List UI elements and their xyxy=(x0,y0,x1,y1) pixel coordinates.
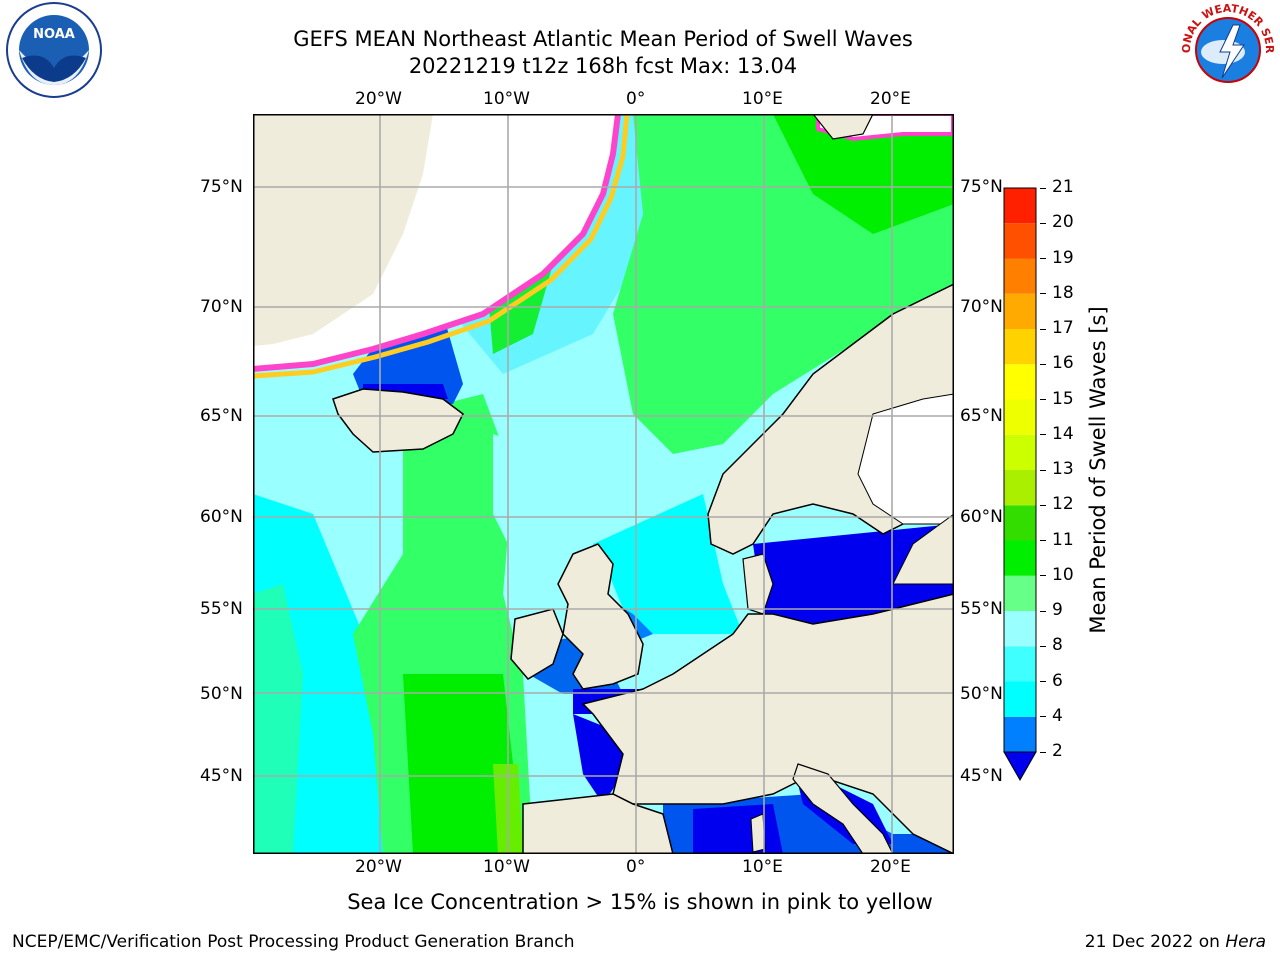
colorbar-tick-mark xyxy=(1040,716,1046,718)
colorbar-tick-mark xyxy=(1040,575,1046,577)
colorbar-tick-mark xyxy=(1040,399,1046,400)
colorbar-title: Mean Period of Swell Waves [s] xyxy=(1086,306,1110,634)
colorbar-segment xyxy=(1004,540,1036,576)
lon-tick-bottom: 20°E xyxy=(870,857,911,877)
colorbar-tick-label: 12 xyxy=(1052,494,1074,515)
colorbar-tick-label: 6 xyxy=(1052,670,1063,691)
lat-tick-left: 65°N xyxy=(200,406,243,426)
sea-ice-note: Sea Ice Concentration > 15% is shown in … xyxy=(347,890,933,914)
lon-tick-bottom: 10°W xyxy=(483,857,530,877)
colorbar-tick-mark xyxy=(1040,222,1046,224)
ocean-cyan-northsea xyxy=(593,494,743,634)
lat-tick-right: 50°N xyxy=(960,684,1003,704)
land-great-britain xyxy=(557,543,644,690)
colorbar-tick-mark xyxy=(1040,645,1046,647)
colorbar-segment xyxy=(1004,364,1036,400)
colorbar-tick-label: 21 xyxy=(1052,177,1074,197)
colorbar-tick-label: 15 xyxy=(1052,388,1074,409)
footer-date: 21 Dec 2022 on Hera xyxy=(1085,932,1266,952)
lat-tick-left: 55°N xyxy=(200,599,243,619)
lat-tick-left: 75°N xyxy=(200,177,243,197)
colorbar-segment xyxy=(1004,434,1036,470)
lat-tick-right: 60°N xyxy=(960,507,1003,527)
colorbar-tick-mark xyxy=(1040,293,1046,295)
colorbar-segment xyxy=(1004,329,1036,365)
colorbar-tick-mark xyxy=(1040,328,1046,330)
land-denmark xyxy=(742,553,774,615)
colorbar-tick-label: 18 xyxy=(1052,282,1074,303)
lat-tick-right: 45°N xyxy=(960,766,1003,786)
ocean-darkgreen-south xyxy=(403,674,523,854)
colorbar-tick-mark xyxy=(1040,187,1046,189)
colorbar-tick-label: 14 xyxy=(1052,423,1074,444)
colorbar-tick-label: 2 xyxy=(1052,741,1063,761)
colorbar-segment xyxy=(1004,470,1036,506)
colorbar-tick-label: 13 xyxy=(1052,459,1074,479)
colorbar-segment xyxy=(1004,223,1036,259)
footer-date-text: 21 Dec 2022 on xyxy=(1084,932,1226,952)
land-iceland xyxy=(332,388,464,453)
colorbar-segment xyxy=(1004,611,1036,647)
colorbar-tick-label: 11 xyxy=(1052,529,1074,550)
colorbar-segment xyxy=(1004,716,1036,752)
colorbar-tick-mark xyxy=(1040,469,1046,471)
colorbar-tick-mark xyxy=(1040,540,1046,541)
colorbar-segment xyxy=(1004,681,1036,717)
colorbar-tick-label: 19 xyxy=(1052,247,1074,268)
lon-tick-top: 20°W xyxy=(355,89,402,109)
lon-tick-top: 20°E xyxy=(870,89,911,109)
colorbar-tick-label: 20 xyxy=(1052,212,1074,233)
colorbar-tick-label: 17 xyxy=(1052,318,1074,338)
lat-tick-right: 65°N xyxy=(960,406,1003,426)
colorbar-tick-mark xyxy=(1040,681,1046,682)
ocean-blue-baltic xyxy=(753,524,954,624)
colorbar-segment xyxy=(1004,188,1036,224)
land-italy xyxy=(792,763,894,854)
colorbar-segment xyxy=(1004,505,1036,541)
lon-tick-top: 10°E xyxy=(742,89,783,109)
chart-subtitle-date: 20221219 t12z 168h fcst Max: 13.04 xyxy=(408,54,798,78)
colorbar-tick-mark xyxy=(1040,363,1046,365)
lat-tick-right: 70°N xyxy=(960,297,1003,317)
lat-tick-left: 50°N xyxy=(200,684,243,704)
colorbar-tick-mark xyxy=(1040,751,1046,753)
lat-tick-left: 70°N xyxy=(200,297,243,317)
colorbar-segment xyxy=(1004,258,1036,294)
footer-machine: Hera xyxy=(1225,932,1266,952)
lon-tick-bottom: 10°E xyxy=(742,857,783,877)
colorbar xyxy=(1003,187,1037,782)
colorbar-segment xyxy=(1004,646,1036,682)
colorbar-extend-arrow xyxy=(1003,751,1037,782)
nws-logo-icon: NATIONAL WEATHER SERVICE xyxy=(1178,0,1276,97)
colorbar-segment xyxy=(1004,575,1036,611)
colorbar-tick-label: 9 xyxy=(1052,600,1063,620)
colorbar-tick-mark xyxy=(1040,610,1046,612)
colorbar-segment xyxy=(1004,293,1036,329)
lat-tick-right: 55°N xyxy=(960,599,1003,619)
lon-tick-bottom: 0° xyxy=(626,857,646,877)
colorbar-tick-mark xyxy=(1040,434,1046,436)
footer-credit: NCEP/EMC/Verification Post Processing Pr… xyxy=(12,932,575,952)
noaa-logo-icon: NOAA xyxy=(6,2,102,98)
colorbar-tick-mark xyxy=(1040,258,1046,259)
land-europe xyxy=(581,593,954,854)
map-panel xyxy=(253,114,954,854)
noaa-logo-text: NOAA xyxy=(33,27,75,42)
colorbar-tick-label: 4 xyxy=(1052,705,1063,726)
colorbar-segment xyxy=(1004,399,1036,435)
colorbar-tick-label: 8 xyxy=(1052,635,1063,656)
lon-tick-top: 0° xyxy=(626,89,646,109)
colorbar-tick-label: 10 xyxy=(1052,564,1074,585)
lat-tick-left: 60°N xyxy=(200,507,243,527)
colorbar-tick-mark xyxy=(1040,504,1046,506)
colorbar-tick-label: 16 xyxy=(1052,353,1074,374)
graticule xyxy=(253,114,954,854)
lat-tick-left: 45°N xyxy=(200,766,243,786)
lat-tick-right: 75°N xyxy=(960,177,1003,197)
chart-title: GEFS MEAN Northeast Atlantic Mean Period… xyxy=(293,27,913,51)
lon-tick-bottom: 20°W xyxy=(355,857,402,877)
lon-tick-top: 10°W xyxy=(483,89,530,109)
